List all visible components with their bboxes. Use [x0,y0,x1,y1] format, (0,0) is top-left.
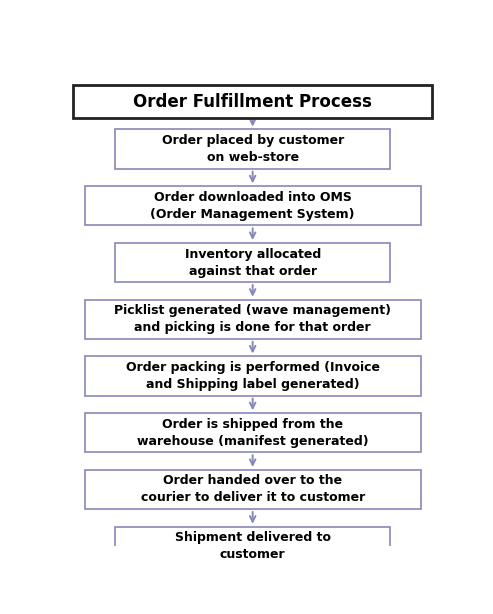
Text: Inventory allocated
against that order: Inventory allocated against that order [184,247,321,278]
Text: Order Fulfillment Process: Order Fulfillment Process [133,93,372,111]
Text: Order downloaded into OMS
(Order Management System): Order downloaded into OMS (Order Managem… [150,191,355,221]
Text: Picklist generated (wave management)
and picking is done for that order: Picklist generated (wave management) and… [114,305,391,334]
Text: Order is shipped from the
warehouse (manifest generated): Order is shipped from the warehouse (man… [137,418,368,448]
FancyBboxPatch shape [73,85,432,118]
FancyBboxPatch shape [115,130,390,169]
FancyBboxPatch shape [115,527,390,566]
Text: Order handed over to the
courier to deliver it to customer: Order handed over to the courier to deli… [141,475,365,505]
Text: Order placed by customer
on web-store: Order placed by customer on web-store [162,134,344,164]
FancyBboxPatch shape [115,243,390,282]
Text: Shipment delivered to
customer: Shipment delivered to customer [175,531,331,561]
FancyBboxPatch shape [85,300,421,339]
Text: Order packing is performed (Invoice
and Shipping label generated): Order packing is performed (Invoice and … [126,361,380,391]
FancyBboxPatch shape [85,186,421,225]
FancyBboxPatch shape [85,413,421,453]
FancyBboxPatch shape [85,470,421,509]
FancyBboxPatch shape [85,356,421,395]
